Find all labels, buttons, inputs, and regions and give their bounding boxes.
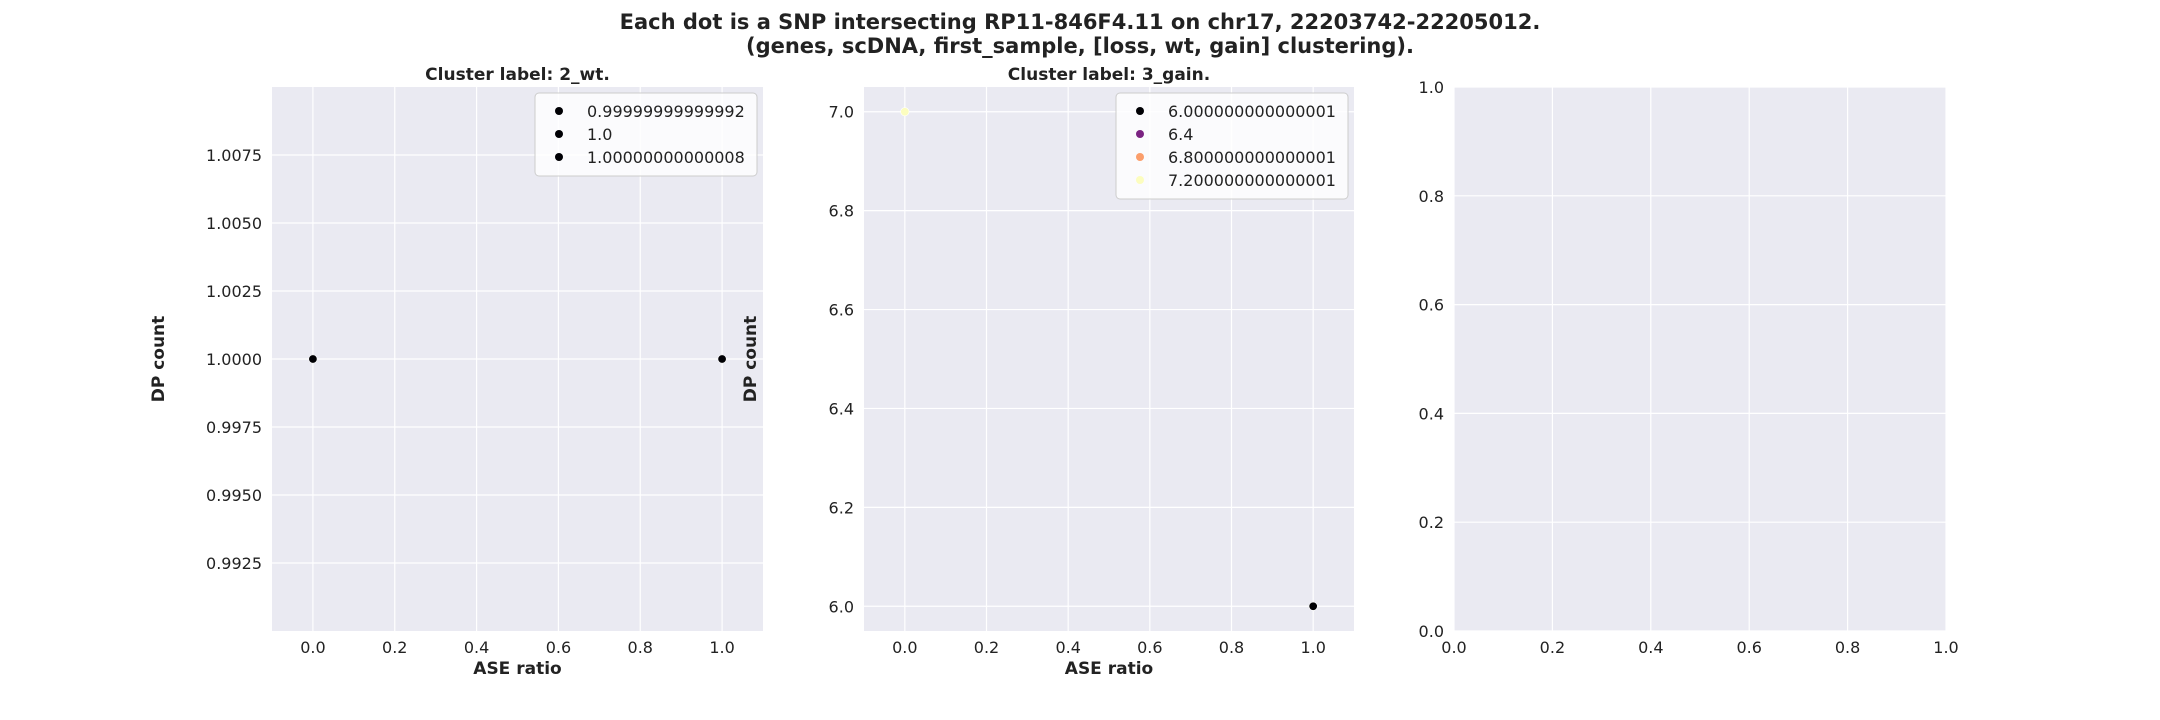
chart-1-data-point <box>308 354 318 364</box>
chart-3-y-tick-label: 1.0 <box>1419 78 1444 97</box>
chart-1-y-tick-label: 0.9950 <box>206 486 262 505</box>
chart-1-data-point <box>717 354 727 364</box>
chart-2-x-axis-label: ASE ratio <box>1065 659 1153 679</box>
chart-3-y-tick-label: 0.6 <box>1419 296 1444 315</box>
chart-2-legend-box <box>1115 92 1349 200</box>
chart-1-x-tick-label: 1.0 <box>709 638 734 657</box>
chart-2-y-tick-label: 7.0 <box>829 103 854 122</box>
chart-1-y-tick-label: 1.0025 <box>206 282 262 301</box>
figure-title-line-1: Each dot is a SNP intersecting RP11-846F… <box>619 10 1541 34</box>
chart-3-y-tick-label: 0.4 <box>1419 404 1444 423</box>
chart-3-x-tick-label: 0.2 <box>1540 638 1565 657</box>
chart-2-data-point <box>1308 601 1318 611</box>
chart-1-legend-label: 0.99999999999992 <box>587 102 745 121</box>
chart-2-title: Cluster label: 3_gain. <box>1008 65 1210 85</box>
chart-2-legend-label: 6.4 <box>1168 125 1193 144</box>
chart-2-y-tick-label: 6.8 <box>829 202 854 221</box>
chart-3-y-tick-label: 0.8 <box>1419 187 1444 206</box>
chart-2-y-tick-label: 6.0 <box>829 597 854 616</box>
chart-2-legend-label: 6.000000000000001 <box>1168 102 1336 121</box>
chart-2-x-tick-label: 0.2 <box>974 638 999 657</box>
chart-3-x-tick-label: 0.8 <box>1835 638 1860 657</box>
chart-3-x-tick-label: 0.6 <box>1736 638 1761 657</box>
chart-2-legend-marker <box>1136 130 1144 138</box>
chart-2-y-tick-label: 6.2 <box>829 498 854 517</box>
chart-1-legend-box <box>534 92 758 177</box>
chart-1-x-tick-label: 0.2 <box>382 638 407 657</box>
chart-2-x-tick-label: 1.0 <box>1300 638 1325 657</box>
chart-2-y-axis-label: DP count <box>741 316 761 403</box>
chart-2-x-tick-label: 0.6 <box>1137 638 1162 657</box>
chart-3-x-tick-label: 1.0 <box>1933 638 1958 657</box>
chart-1-title: Cluster label: 2_wt. <box>425 65 610 85</box>
chart-3-x-tick-label: 0.4 <box>1638 638 1663 657</box>
chart-2-x-tick-label: 0.4 <box>1055 638 1080 657</box>
chart-2-y-tick-label: 6.6 <box>829 301 854 320</box>
chart-1-x-tick-label: 0.0 <box>300 638 325 657</box>
chart-1-x-tick-label: 0.4 <box>464 638 489 657</box>
chart-1-y-tick-label: 1.0050 <box>206 214 262 233</box>
chart-1-legend-marker <box>555 130 563 138</box>
chart-3-y-tick-label: 0.2 <box>1419 513 1444 532</box>
chart-2-legend-marker <box>1136 153 1144 161</box>
chart-1-y-tick-label: 1.0000 <box>206 350 262 369</box>
chart-1-x-tick-label: 0.8 <box>628 638 653 657</box>
chart-3-plot-area <box>1454 87 1946 631</box>
chart-3-x-tick-label: 0.0 <box>1441 638 1466 657</box>
chart-3-y-tick-label: 0.0 <box>1419 622 1444 641</box>
chart-2-legend-marker <box>1136 107 1144 115</box>
chart-2-legend-marker <box>1136 176 1144 184</box>
chart-2-y-tick-label: 6.4 <box>829 399 854 418</box>
figure-title-line-2: (genes, scDNA, first_sample, [loss, wt, … <box>745 34 1414 58</box>
chart-1-legend-marker <box>555 153 563 161</box>
chart-2-data-point <box>900 107 910 117</box>
chart-1-x-tick-label: 0.6 <box>546 638 571 657</box>
chart-1-y-tick-label: 0.9975 <box>206 418 262 437</box>
chart-1-legend-label: 1.0 <box>587 125 612 144</box>
chart-1-legend-marker <box>555 107 563 115</box>
chart-1-x-axis-label: ASE ratio <box>473 659 561 679</box>
chart-1-y-axis-label: DP count <box>149 316 169 403</box>
chart-1-y-tick-label: 0.9925 <box>206 554 262 573</box>
chart-2-x-tick-label: 0.8 <box>1219 638 1244 657</box>
chart-1-y-tick-label: 1.0075 <box>206 146 262 165</box>
chart-2-legend-label: 7.200000000000001 <box>1168 171 1336 190</box>
chart-1-legend-label: 1.00000000000008 <box>587 148 745 167</box>
chart-2-legend-label: 6.800000000000001 <box>1168 148 1336 167</box>
chart-2-x-tick-label: 0.0 <box>892 638 917 657</box>
